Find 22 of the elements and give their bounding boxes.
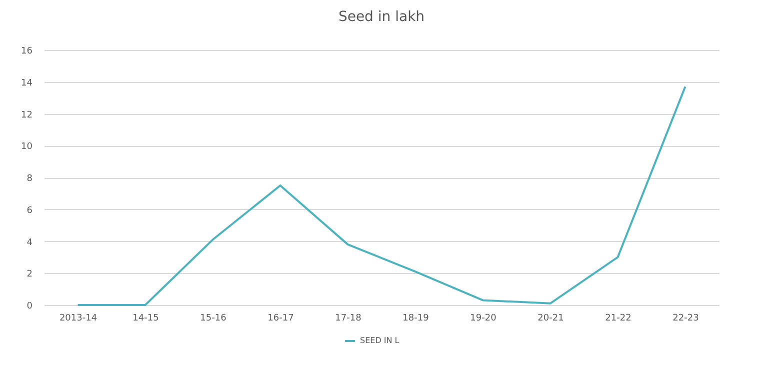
x-tick-label: 2013-14 [59, 314, 98, 324]
line-series [76, 86, 686, 306]
y-tick-label: 6 [26, 206, 33, 216]
chart-title: Seed in lakh [338, 9, 425, 25]
x-tick-label: 21-22 [605, 314, 632, 324]
y-tick-label: 10 [21, 142, 33, 152]
y-tick-label: 4 [26, 238, 33, 248]
x-tick-label: 15-16 [200, 314, 227, 324]
y-tick-label: 8 [26, 174, 33, 184]
y-tick-label: 16 [21, 46, 33, 56]
x-tick-label: 20-21 [538, 314, 564, 324]
y-tick-label: 12 [21, 110, 32, 120]
x-tick-label: 19-20 [470, 314, 497, 324]
y-tick-label: 14 [21, 78, 33, 88]
x-tick-label: 14-15 [132, 314, 159, 324]
y-tick-label: 2 [26, 270, 32, 280]
x-tick-label: 18-19 [402, 314, 430, 324]
x-tick-label: 22-23 [672, 314, 699, 324]
x-tick-label: 17-18 [335, 314, 362, 324]
y-tick-label: 0 [26, 302, 33, 312]
legend-label: SEED IN L [360, 336, 400, 345]
x-tick-label: 16-17 [268, 314, 294, 324]
